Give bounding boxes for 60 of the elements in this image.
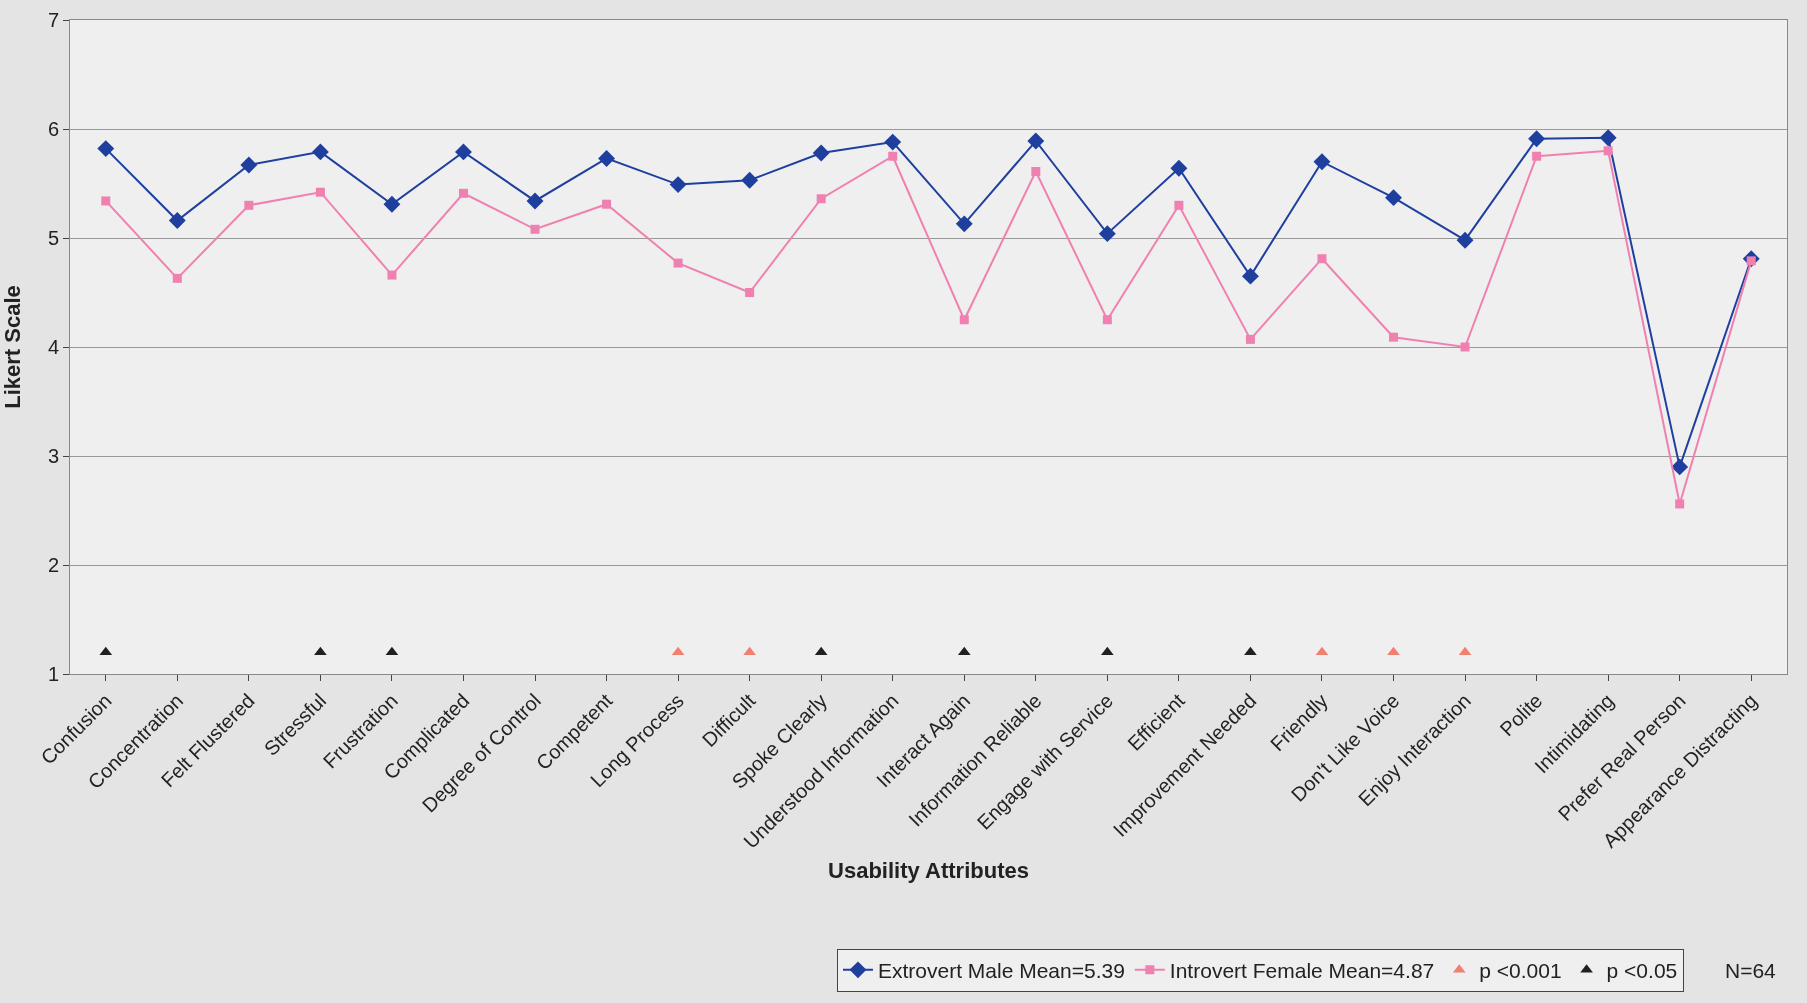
y-tick-label: 1	[47, 663, 59, 685]
point	[172, 273, 182, 283]
y-tick-label: 3	[47, 445, 59, 467]
point	[816, 194, 826, 204]
point	[97, 140, 115, 158]
y-tick-label: 7	[47, 9, 59, 31]
point	[602, 199, 612, 209]
point	[1317, 254, 1327, 264]
point	[1027, 132, 1045, 150]
point	[888, 151, 898, 161]
text: N=64	[1725, 959, 1777, 982]
point	[244, 200, 254, 210]
point	[315, 187, 325, 197]
point	[526, 192, 544, 210]
y-tick-label: 2	[47, 554, 59, 576]
point	[884, 133, 902, 151]
legend-label: p <0.001	[1479, 959, 1562, 983]
legend-label: Introvert Female Mean=4.87	[1169, 959, 1435, 983]
point	[311, 143, 329, 161]
point	[1245, 334, 1255, 344]
point	[383, 195, 401, 213]
point	[240, 156, 258, 174]
point	[168, 212, 186, 230]
point	[530, 224, 540, 234]
point	[812, 144, 830, 162]
legend-label: Extrovert Male Mean=5.39	[877, 959, 1125, 983]
point	[1170, 159, 1188, 177]
point	[598, 149, 616, 167]
y-axis-title: Likert Scale	[0, 285, 25, 409]
point	[458, 188, 468, 198]
point	[1174, 200, 1184, 210]
point	[1460, 342, 1470, 352]
point	[1456, 231, 1474, 249]
point	[673, 258, 683, 268]
y-tick-label: 4	[47, 336, 59, 358]
legend-label: p <0.05	[1606, 959, 1678, 983]
point	[955, 215, 973, 233]
point	[1098, 225, 1116, 243]
point	[101, 196, 111, 206]
point	[1675, 499, 1685, 509]
point	[387, 270, 397, 280]
point	[1532, 151, 1542, 161]
point	[1599, 129, 1617, 147]
x-axis-title: Usability Attributes	[828, 857, 1029, 883]
point	[1031, 167, 1041, 177]
point	[669, 176, 687, 194]
point	[1385, 189, 1402, 207]
point	[1603, 146, 1613, 156]
point	[1102, 315, 1112, 325]
point	[959, 315, 969, 325]
y-tick-label: 5	[47, 227, 59, 249]
point	[455, 143, 472, 161]
y-tick-label: 6	[47, 118, 59, 140]
point	[1528, 130, 1546, 148]
point	[1313, 153, 1331, 171]
point	[1241, 267, 1259, 285]
point	[745, 288, 755, 297]
point	[1671, 458, 1689, 476]
point	[741, 171, 759, 189]
point	[1389, 332, 1399, 342]
